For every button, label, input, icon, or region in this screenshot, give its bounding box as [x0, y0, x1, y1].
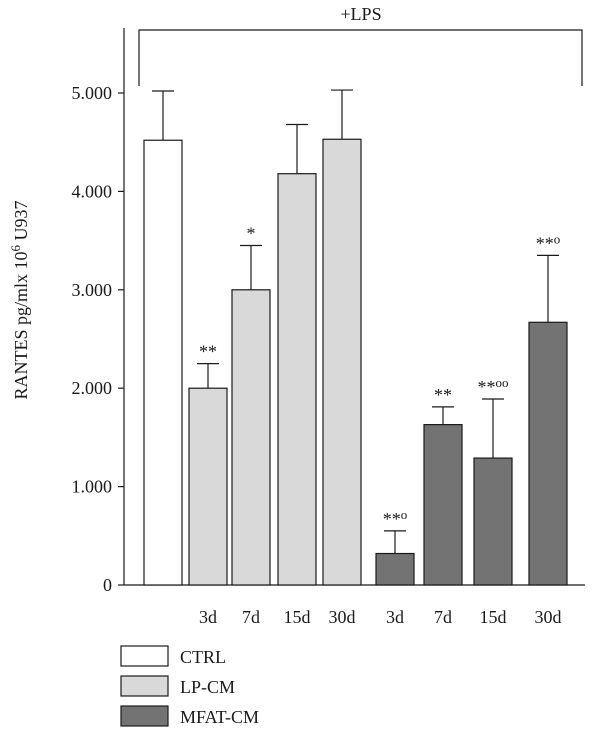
y-tick-label: 1.000	[72, 477, 113, 497]
significance-label: **o	[383, 507, 408, 529]
x-tick-label: 7d	[242, 607, 260, 627]
x-tick-label: 15d	[284, 607, 311, 627]
x-axis-labels: 3d 7d 15d 30d 3d 7d 15d 30d	[199, 607, 562, 627]
x-tick-label: 7d	[434, 607, 452, 627]
x-tick-label: 15d	[480, 607, 507, 627]
bar	[231, 289, 271, 586]
y-tick-label: 3.000	[72, 280, 113, 300]
y-axis-title: RANTES pg/mlx 106 U937	[8, 200, 31, 399]
bar	[322, 138, 362, 586]
bracket-label: +LPS	[340, 4, 381, 24]
y-tick-label: 4.000	[72, 181, 113, 201]
bar	[423, 424, 463, 586]
y-axis: 0 1.000 2.000 3.000 4.000 5.000 RANTES pg/mlx …	[8, 28, 585, 595]
legend-label: LP-CM	[180, 677, 235, 697]
x-tick-label: 30d	[329, 607, 356, 627]
x-tick-label: 3d	[386, 607, 404, 627]
lps-bracket: +LPS	[138, 4, 583, 86]
bar	[277, 173, 317, 586]
x-tick-label: 30d	[535, 607, 562, 627]
bracket-line	[138, 29, 583, 86]
y-tick-label: 2.000	[72, 378, 113, 398]
x-tick-label: 3d	[199, 607, 217, 627]
bars: *****o** **oo**o	[143, 89, 568, 586]
legend: CTRL LP-CM MFAT-CM	[120, 645, 259, 727]
significance-label: **	[434, 385, 452, 405]
y-tick-label: 0	[103, 575, 112, 595]
legend-swatch	[120, 645, 169, 667]
bar	[528, 321, 568, 586]
y-tick-label: 5.000	[72, 83, 113, 103]
bar	[143, 139, 183, 586]
significance-label: **o	[536, 231, 561, 253]
bar	[473, 457, 513, 586]
bar	[375, 552, 415, 586]
legend-label: CTRL	[180, 647, 226, 667]
significance-label: **	[199, 342, 217, 362]
bar	[188, 387, 228, 586]
significance-label: *	[247, 224, 256, 244]
legend-swatch	[120, 675, 169, 697]
legend-label: MFAT-CM	[180, 707, 259, 727]
significance-label: **oo	[478, 375, 509, 397]
legend-swatch	[120, 705, 169, 727]
